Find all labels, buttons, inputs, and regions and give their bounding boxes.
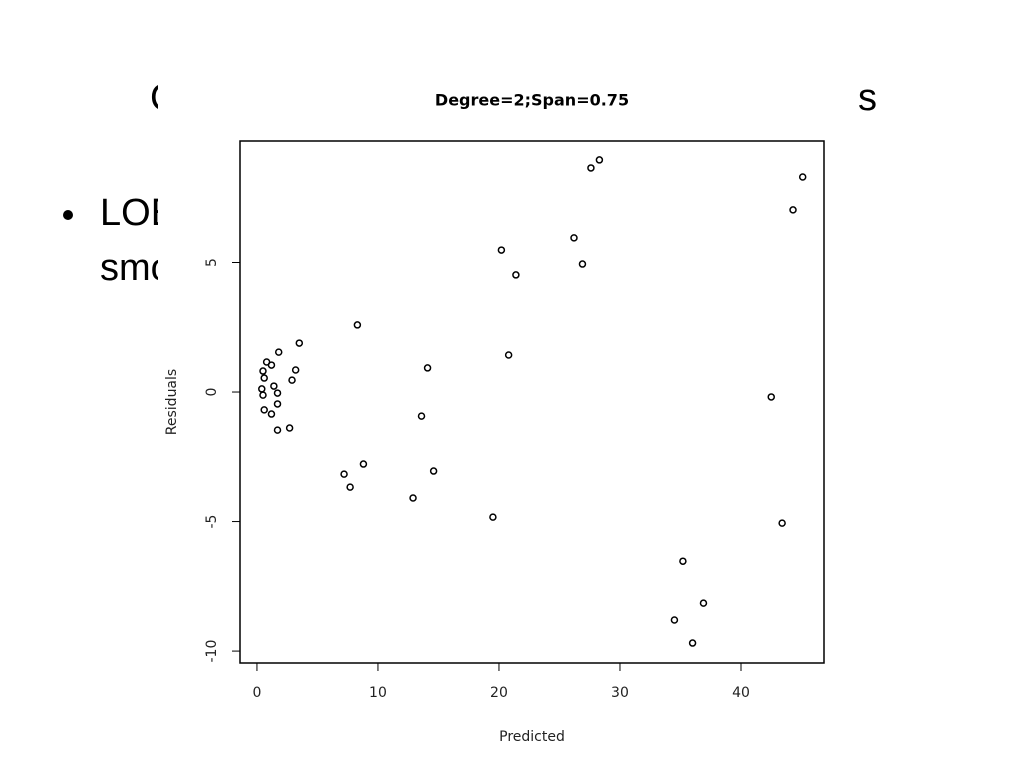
slide-title-fragment: s: [858, 77, 877, 119]
point: [512, 271, 520, 279]
x-tick-label: 20: [490, 685, 508, 701]
point: [670, 616, 679, 624]
point: [417, 412, 426, 420]
point: [260, 406, 268, 414]
point: [353, 321, 362, 329]
point: [497, 246, 506, 254]
point: [429, 467, 438, 475]
point: [798, 173, 807, 181]
point: [267, 361, 276, 369]
y-tick-label: -5: [204, 515, 220, 529]
chart-background: [158, 78, 856, 768]
point: [789, 206, 797, 214]
point: [778, 519, 786, 527]
x-tick-label: 0: [252, 685, 261, 701]
x-tick-label: 40: [732, 685, 750, 701]
point: [295, 339, 304, 347]
x-axis-label: Predicted: [499, 729, 565, 745]
point: [273, 426, 282, 434]
point: [767, 393, 775, 401]
point: [273, 389, 282, 397]
y-tick-label: 0: [204, 388, 220, 397]
x-tick-label: 30: [611, 685, 629, 701]
point: [340, 470, 348, 478]
point: [504, 351, 513, 359]
y-axis-label: Residuals: [164, 369, 180, 435]
point: [260, 374, 268, 382]
plot-frame: [239, 140, 825, 664]
chart-title: Degree=2;Span=0.75: [435, 91, 629, 110]
point: [359, 460, 368, 468]
point: [291, 366, 300, 374]
point: [346, 483, 354, 491]
y-tick-label: 5: [204, 258, 220, 267]
point: [587, 164, 595, 172]
point: [288, 376, 296, 384]
point: [270, 382, 278, 390]
point: [285, 424, 294, 432]
point: [409, 494, 417, 502]
point: [259, 391, 267, 399]
point: [699, 599, 708, 607]
point: [274, 348, 283, 356]
bullet: [63, 210, 73, 220]
point: [595, 156, 604, 164]
point: [259, 367, 267, 375]
point: [267, 410, 276, 418]
point: [273, 400, 282, 408]
point: [688, 639, 697, 647]
y-tick-label: -10: [204, 640, 220, 663]
point: [578, 260, 587, 268]
point: [570, 234, 578, 242]
point: [489, 513, 497, 521]
point: [423, 364, 432, 372]
point: [679, 557, 687, 565]
x-tick-label: 10: [369, 685, 387, 701]
